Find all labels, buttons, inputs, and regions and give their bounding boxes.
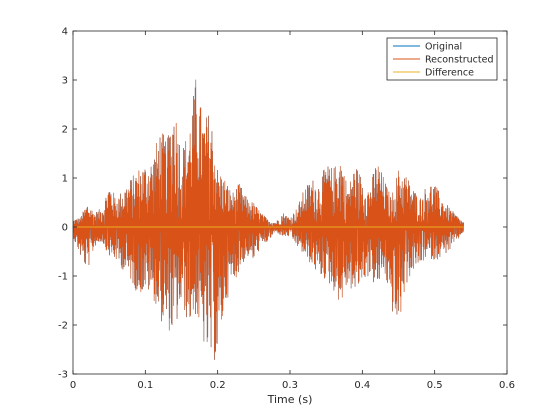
x-tick-label: 0.5: [427, 380, 443, 391]
x-tick-label: 0.4: [354, 380, 370, 391]
y-tick-label: -3: [58, 370, 68, 381]
y-tick-label: 2: [62, 125, 68, 136]
legend-label-original: Original: [425, 42, 462, 53]
y-tick-label: 3: [62, 76, 68, 87]
x-tick-label: 0.6: [499, 380, 515, 391]
legend-label-reconstructed: Reconstructed: [425, 55, 494, 66]
y-tick-label: 1: [62, 174, 68, 185]
y-tick-label: 0: [62, 223, 68, 234]
x-tick-label: 0.3: [282, 380, 298, 391]
x-tick-label: 0.2: [210, 380, 226, 391]
y-tick-label: 4: [62, 27, 68, 38]
x-axis-label: Time (s): [267, 393, 313, 406]
y-tick-label: -2: [58, 321, 68, 332]
plot-area: [73, 79, 464, 360]
axis-ticks: 0 0.1 0.2 0.3 0.4 0.5 0.6 -3 -2 -1 0 1 2 3 4: [58, 27, 515, 392]
y-tick-label: -1: [58, 272, 68, 283]
x-tick-label: 0.1: [137, 380, 153, 391]
x-tick-label: 0: [70, 380, 76, 391]
legend: Original Reconstructed Difference: [386, 37, 498, 81]
legend-label-difference: Difference: [425, 68, 474, 79]
